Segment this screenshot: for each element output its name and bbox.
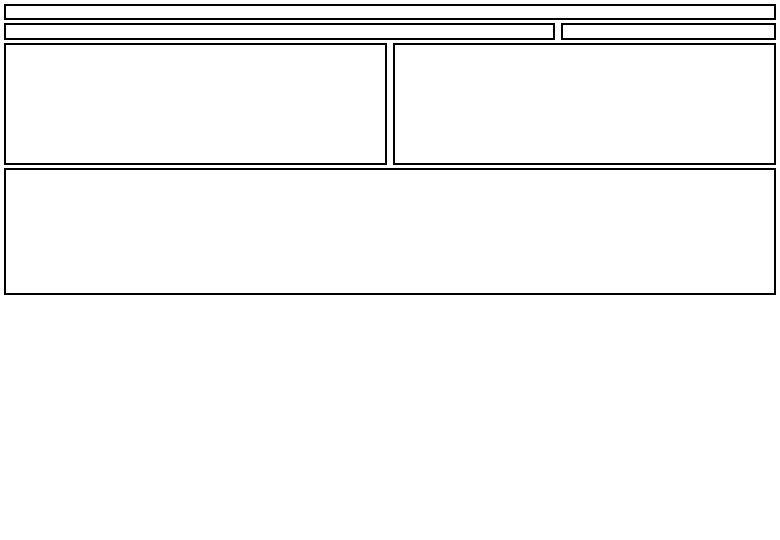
temp-question bbox=[120, 49, 379, 159]
keywords-box bbox=[561, 23, 776, 40]
temp-chart bbox=[12, 49, 112, 159]
substrate-chart-1 bbox=[110, 184, 260, 289]
substrate-chart-2 bbox=[315, 184, 465, 289]
factors-box bbox=[4, 23, 555, 40]
substrate-charts-row bbox=[12, 184, 768, 289]
title-box bbox=[4, 4, 776, 20]
ph-chart-box bbox=[393, 43, 776, 165]
row-temp-ph bbox=[4, 43, 776, 165]
ph-chart bbox=[401, 49, 536, 159]
temp-chart-box bbox=[4, 43, 387, 165]
substrate-box bbox=[4, 168, 776, 295]
ph-question bbox=[544, 49, 768, 159]
row-factors-keywords bbox=[4, 23, 776, 40]
substrate-chart-3 bbox=[520, 184, 670, 289]
